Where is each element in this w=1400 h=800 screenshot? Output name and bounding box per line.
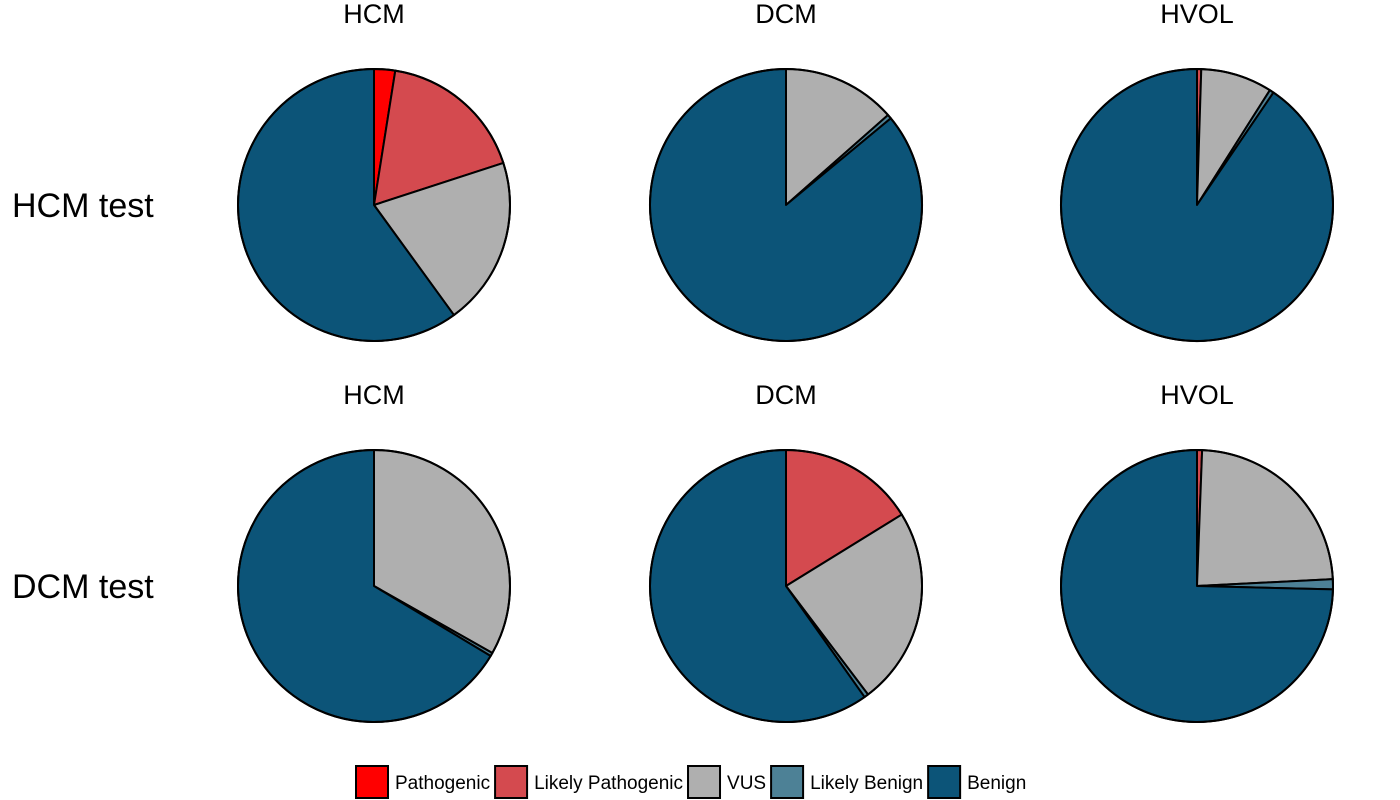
pie-dcm-test-hvol: HVOL — [1060, 380, 1334, 723]
pie-hcm-test-hcm: HCM — [237, 0, 511, 342]
row-label-hcm-test: HCM test — [12, 187, 154, 225]
panel-title: DCM — [755, 0, 817, 29]
legend-item-benign: Benign — [927, 765, 1026, 799]
panel-title: DCM — [755, 380, 817, 410]
pie-outline — [237, 449, 511, 723]
legend-swatch — [687, 765, 722, 799]
panel-title: HVOL — [1160, 380, 1234, 410]
pie-outline — [649, 68, 923, 342]
legend-label: Benign — [967, 773, 1026, 794]
pie-dcm-test-dcm: DCM — [649, 380, 923, 723]
legend-swatch — [770, 765, 805, 799]
legend-item-vus: VUS — [687, 765, 766, 799]
legend-swatch — [927, 765, 962, 799]
pie-outline — [1060, 68, 1334, 342]
pie-panels: HCM DCM HVOL HCM DCM HVOL — [237, 0, 1334, 723]
legend-label: Likely Benign — [810, 773, 923, 794]
pie-outline — [237, 68, 511, 342]
row-label-dcm-test: DCM test — [12, 568, 154, 606]
panel-title: HCM — [343, 0, 405, 29]
legend-label: Pathogenic — [395, 773, 490, 794]
legend-item-likely-pathogenic: Likely Pathogenic — [494, 765, 683, 799]
legend-item-likely-benign: Likely Benign — [770, 765, 923, 799]
row-labels: HCM test DCM test — [12, 187, 154, 606]
legend-swatch — [494, 765, 529, 799]
legend-item-pathogenic: Pathogenic — [355, 765, 490, 799]
legend-label: Likely Pathogenic — [534, 773, 683, 794]
pie-dcm-test-hcm: HCM — [237, 380, 511, 723]
panel-title: HCM — [343, 380, 405, 410]
legend-swatch — [355, 765, 389, 799]
slice-vus — [1196, 449, 1334, 587]
pie-outline — [1060, 449, 1334, 723]
panel-title: HVOL — [1160, 0, 1234, 29]
slice-benign — [1059, 68, 1334, 342]
legend: Pathogenic Likely Pathogenic VUS Likely Ben… — [355, 765, 1026, 799]
legend-label: VUS — [727, 773, 766, 794]
pie-hcm-test-hvol: HVOL — [1059, 0, 1334, 342]
pie-outline — [649, 449, 923, 723]
pie-hcm-test-dcm: DCM — [649, 0, 923, 342]
